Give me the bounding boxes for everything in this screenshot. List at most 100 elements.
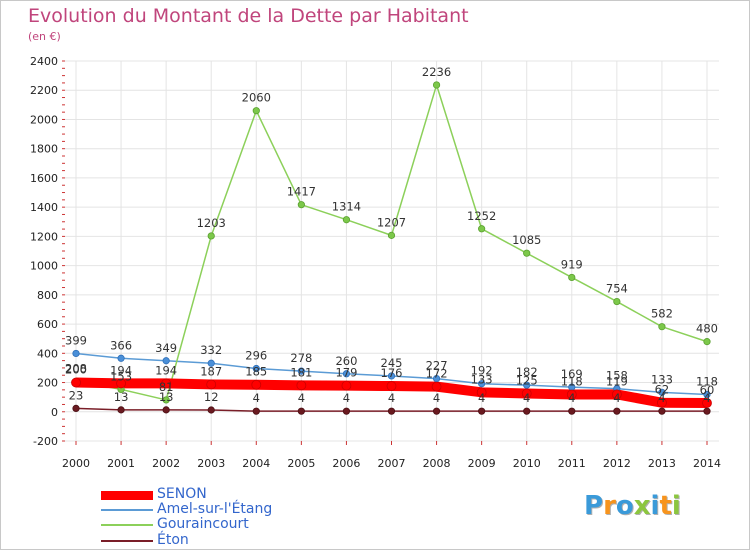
data-point [523, 407, 531, 415]
data-point [207, 232, 215, 240]
data-point [658, 407, 666, 415]
y-tick-label: 200 [37, 377, 58, 390]
logo-letter: t [659, 491, 672, 521]
data-point [521, 388, 532, 399]
data-point [206, 379, 217, 390]
data-label: 245 [381, 356, 403, 370]
data-label: 153 [110, 369, 132, 383]
data-point [116, 378, 126, 389]
legend-swatch [101, 540, 153, 542]
data-label: 60 [700, 383, 715, 397]
x-tick-label: 2001 [107, 457, 135, 470]
data-point [613, 407, 621, 415]
data-point [207, 406, 215, 414]
data-label: 1417 [287, 185, 316, 199]
legend-swatch [101, 490, 153, 500]
data-point [703, 390, 711, 399]
data-point [387, 231, 396, 239]
data-label: 208 [65, 361, 87, 375]
data-point [703, 407, 711, 415]
data-label: 81 [159, 380, 174, 394]
data-point [568, 407, 576, 415]
data-label: 169 [561, 367, 583, 381]
data-point [161, 378, 172, 389]
data-point [431, 381, 442, 392]
data-point [297, 407, 305, 415]
data-label: 176 [381, 366, 403, 380]
legend-swatch [101, 524, 153, 526]
x-tick-label: 2003 [197, 457, 225, 470]
legend-label: SENON [157, 486, 207, 502]
data-label: 1085 [512, 233, 541, 247]
data-point [162, 396, 170, 404]
logo-letter: r [603, 491, 616, 521]
data-point [478, 407, 486, 415]
data-point [611, 389, 622, 400]
data-point [386, 381, 397, 391]
data-point [297, 367, 305, 375]
data-label: 332 [200, 343, 222, 357]
data-point [252, 107, 260, 115]
data-point [342, 216, 351, 224]
legend-label: Éton [157, 532, 189, 548]
logo-letter: x [633, 491, 651, 521]
data-point [297, 201, 305, 209]
proxiti-logo: Proxiti [584, 491, 681, 521]
data-label: 480 [696, 322, 718, 336]
x-tick-label: 2011 [558, 457, 586, 470]
data-label: 1203 [197, 216, 226, 230]
data-label: 181 [290, 365, 312, 379]
data-point [613, 297, 621, 306]
data-label: 119 [606, 374, 628, 388]
chart-subtitle: (en €) [28, 30, 61, 43]
data-point [72, 349, 80, 358]
data-label: 4 [703, 391, 710, 405]
data-point [162, 406, 170, 414]
data-label: 13 [114, 390, 129, 404]
y-tick-label: 1000 [30, 260, 58, 273]
logo-letter: i [671, 491, 681, 521]
data-label: 919 [561, 257, 583, 271]
data-point [342, 370, 351, 378]
data-label: 2060 [242, 91, 271, 105]
y-tick-label: 2400 [30, 55, 58, 68]
data-label: 12 [204, 390, 219, 404]
data-point [252, 407, 260, 415]
data-label: 118 [561, 375, 583, 389]
legend-label: Gouraincourt [157, 516, 249, 532]
data-point [702, 398, 712, 408]
x-tick-label: 2014 [693, 457, 721, 470]
x-tick-label: 2008 [423, 457, 451, 470]
y-tick-label: 2000 [30, 113, 58, 126]
data-label: 13 [159, 390, 174, 404]
data-label: 227 [426, 359, 448, 373]
data-label: 172 [426, 367, 448, 381]
x-tick-label: 2000 [62, 457, 90, 470]
data-label: 4 [298, 391, 305, 405]
data-label: 296 [245, 349, 267, 363]
logo-letter: o [615, 491, 634, 521]
x-tick-label: 2002 [152, 457, 180, 470]
data-label: 4 [388, 391, 395, 405]
data-label: 4 [433, 391, 440, 405]
data-point [387, 372, 396, 380]
data-label: 754 [606, 282, 628, 296]
x-tick-label: 2004 [242, 457, 270, 470]
data-point [432, 81, 441, 89]
data-label: 158 [606, 369, 628, 383]
data-point [72, 404, 80, 413]
data-label: 4 [253, 391, 260, 405]
legend-swatch [101, 509, 153, 511]
data-point [387, 407, 396, 415]
data-point [341, 380, 352, 391]
y-tick-label: 0 [51, 406, 58, 419]
x-tick-label: 2012 [603, 457, 631, 470]
data-label: 1314 [332, 200, 361, 214]
data-label: 278 [290, 351, 312, 365]
data-point [478, 225, 486, 233]
y-tick-label: 800 [37, 289, 58, 302]
y-tick-label: -200 [33, 435, 58, 448]
data-label: 118 [696, 375, 718, 389]
data-point [251, 379, 262, 390]
